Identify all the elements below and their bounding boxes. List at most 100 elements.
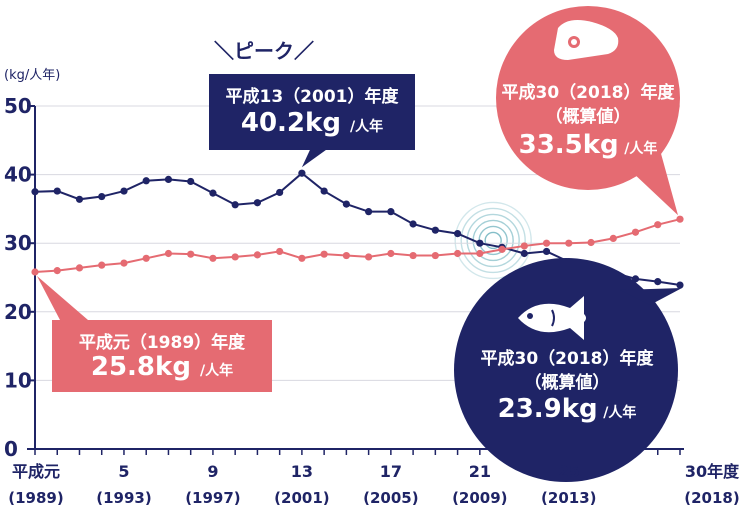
meat-point <box>164 249 173 258</box>
meat-point <box>631 228 640 236</box>
meat-point <box>120 259 128 267</box>
meat-point <box>31 268 39 276</box>
meat-point <box>298 254 306 262</box>
meat-point <box>498 245 506 253</box>
peak-callout: 平成13（2001）年度 40.2kg /人年 <box>209 74 415 150</box>
tick-labels: 0 10 20 30 40 50 平成元 (1989) 5 (1993) 9 (1997) 13 (200… <box>4 94 740 507</box>
x-tick-label: 30年度 <box>685 462 740 481</box>
meat-bubble-pointer <box>630 150 678 216</box>
meat-point <box>654 221 662 229</box>
fish-point <box>253 199 262 207</box>
meat-point <box>609 234 617 242</box>
fish-icon-eye <box>527 313 533 319</box>
fish-point <box>654 278 662 286</box>
fish-icon-body <box>518 296 586 340</box>
fish-point <box>320 187 328 195</box>
meat-point <box>365 253 373 261</box>
peak-value-row: 40.2kg /人年 <box>209 108 415 138</box>
fish-point <box>209 189 217 197</box>
meat-point <box>387 249 395 258</box>
meat-callout: 平成30（2018）年度 （概算値） 33.5kg /人年 <box>471 12 705 182</box>
x-tick-label: 9 <box>207 462 218 481</box>
meat-title: 平成30（2018）年度 <box>501 83 675 103</box>
fish-point <box>542 247 551 256</box>
meat-point <box>476 249 484 258</box>
fish-point <box>187 177 195 186</box>
fish-value-row: 23.9kg /人年 <box>452 394 682 424</box>
y-tick-label: 40 <box>4 163 32 187</box>
fish-point <box>31 188 39 196</box>
fish-unit: /人年 <box>603 405 637 421</box>
fish-point <box>520 249 528 258</box>
fish-icon <box>518 296 586 340</box>
x-tick-sublabel: (2018) <box>684 489 739 507</box>
meat-point <box>98 261 106 269</box>
x-tick-sublabel: (2013) <box>541 489 596 507</box>
x-tick-sublabel: (1989) <box>8 489 63 507</box>
x-tick-label: 21 <box>469 462 491 481</box>
x-tick-sublabel: (2009) <box>452 489 507 507</box>
meat-point <box>320 250 328 258</box>
x-tick-sublabel: (2005) <box>363 489 418 507</box>
fish-point <box>431 226 439 234</box>
meat-point <box>676 215 684 223</box>
x-tick-sublabel: (1997) <box>185 489 240 507</box>
peak-title: 平成13（2001）年度 <box>225 87 399 107</box>
fish-point <box>298 169 306 177</box>
fish-subtitle: （概算値） <box>524 373 610 393</box>
meat-point <box>75 264 84 272</box>
x-tick-sublabel: (1993) <box>96 489 151 507</box>
fish-point <box>53 187 61 195</box>
meat-point <box>142 254 150 262</box>
fish-point <box>75 195 84 203</box>
fish-point <box>409 220 417 228</box>
meat-unit: /人年 <box>624 141 658 157</box>
ripple-ring <box>466 213 520 268</box>
ripple-ring <box>454 201 532 280</box>
fish-point <box>120 187 128 195</box>
series-lines <box>31 169 684 289</box>
start-unit: /人年 <box>200 363 234 379</box>
fish-point <box>631 275 640 283</box>
meat-point <box>565 239 573 247</box>
fish-point <box>98 192 106 201</box>
fish-title: 平成30（2018）年度 <box>480 349 654 369</box>
y-axis-unit: (kg/人年) <box>4 68 61 83</box>
fish-value: 23.9kg <box>497 394 598 424</box>
meat-value: 33.5kg <box>518 130 619 160</box>
meat-point <box>342 251 350 260</box>
meat-icon <box>554 20 619 60</box>
x-tick-label: 17 <box>380 462 402 481</box>
meat-value-row: 33.5kg /人年 <box>471 130 705 160</box>
fish-callout: 平成30（2018）年度 （概算値） 23.9kg /人年 <box>452 286 682 446</box>
meat-point <box>187 250 195 258</box>
fish-point <box>142 177 150 185</box>
x-tick-sublabel: (2001) <box>274 489 329 507</box>
meat-point <box>587 238 595 247</box>
meat-point <box>520 242 528 250</box>
meat-point <box>209 254 217 262</box>
x-tick-label: 13 <box>291 462 313 481</box>
start-callout: 平成元（1989）年度 25.8kg /人年 <box>52 320 272 392</box>
start-value: 25.8kg <box>90 352 191 382</box>
ripple-ring <box>460 207 526 274</box>
start-value-row: 25.8kg /人年 <box>52 352 272 382</box>
fish-point <box>164 175 173 184</box>
y-tick-label: 30 <box>4 231 32 255</box>
meat-point <box>53 267 61 275</box>
start-callout-pointer <box>37 276 88 320</box>
intersection-ripple <box>454 201 532 280</box>
fish-bubble <box>454 258 678 482</box>
fish-point <box>342 200 350 208</box>
fish-icon-gill <box>551 309 555 327</box>
fish-point <box>453 229 462 238</box>
y-tick-label: 10 <box>4 368 32 392</box>
meat-series-line <box>34 218 681 274</box>
y-tick-label: 0 <box>4 437 18 461</box>
fish-point <box>276 188 284 197</box>
y-tick-label: 20 <box>4 300 32 324</box>
meat-point <box>453 249 462 258</box>
peak-callout-pointer <box>301 150 326 168</box>
meat-icon-body <box>554 20 619 60</box>
